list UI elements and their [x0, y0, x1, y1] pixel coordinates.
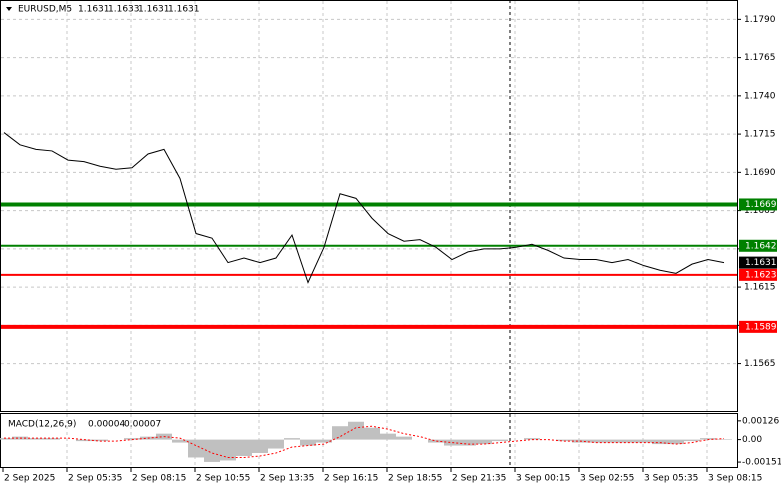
macd-bar: [620, 439, 636, 443]
y-tick-label: 1.1690: [744, 168, 776, 178]
macd-bar: [348, 421, 364, 440]
macd-bar: [236, 439, 252, 456]
macd-bar: [252, 439, 268, 454]
macd-bar: [492, 439, 508, 442]
macd-bar: [444, 439, 460, 446]
level-tag: [739, 198, 777, 211]
x-tick-label: 2 Sep 2025: [4, 474, 55, 484]
macd-bar: [28, 438, 44, 440]
macd-bar: [0, 438, 12, 440]
y-tick-label: 1.1765: [744, 53, 776, 63]
y-tick-label: 1.1715: [744, 130, 776, 140]
macd-bar: [284, 438, 300, 440]
level-tag: [739, 268, 777, 281]
y-tick-label: 1.1740: [744, 91, 776, 101]
y-tick-label: 0.00126: [742, 416, 779, 426]
macd-bar: [380, 433, 396, 440]
x-tick-label: 2 Sep 21:35: [452, 474, 506, 484]
macd-bar: [124, 438, 140, 440]
x-tick-label: 3 Sep 05:35: [644, 474, 698, 484]
macd-bar: [316, 439, 332, 443]
ohlc-value: 1.1631: [138, 5, 170, 15]
macd-bar: [588, 439, 604, 443]
macd-bar: [668, 439, 684, 445]
y-tick-label: 1.1615: [744, 283, 776, 293]
macd-bar: [460, 439, 476, 446]
macd-bar: [524, 438, 540, 440]
macd-value: 0.00007: [124, 420, 161, 430]
x-tick-label: 2 Sep 10:55: [196, 474, 250, 484]
macd-bar: [684, 439, 700, 442]
symbol: EURUSD,M5: [18, 5, 72, 15]
macd-bar: [716, 439, 732, 440]
macd-bar: [172, 439, 188, 443]
price-tag: [739, 256, 777, 269]
y-tick-label: 1.1790: [744, 15, 776, 25]
ohlc-value: 1.1631: [78, 5, 110, 15]
ohlc-value: 1.1631: [168, 5, 200, 15]
x-tick-label: 3 Sep 02:55: [580, 474, 634, 484]
macd-bar: [700, 438, 716, 440]
macd-bar: [556, 439, 572, 442]
y-tick-label: 0.00: [742, 435, 762, 445]
macd-bar: [220, 439, 236, 461]
macd-bar: [92, 439, 108, 442]
price-label: 1.1631: [745, 258, 777, 268]
macd-bar: [428, 439, 444, 443]
macd-value: 0.00004: [88, 420, 125, 430]
level-tag: [739, 320, 777, 333]
level-tag: [739, 239, 777, 252]
macd-bar: [76, 439, 92, 442]
macd-bar: [364, 427, 380, 440]
level-label: 1.1623: [745, 270, 777, 280]
x-tick-label: 3 Sep 08:15: [708, 474, 762, 484]
level-label: 1.1589: [745, 322, 777, 332]
y-tick-label: 1.1665: [744, 206, 776, 216]
x-tick-label: 3 Sep 00:15: [516, 474, 570, 484]
macd-bar: [396, 436, 412, 440]
macd-bar: [476, 439, 492, 445]
macd-bar: [204, 439, 220, 462]
macd-signal: [4, 425, 725, 458]
x-tick-label: 2 Sep 08:15: [132, 474, 186, 484]
macd-bar: [44, 438, 60, 440]
macd-bar: [300, 439, 316, 446]
x-tick-label: 2 Sep 05:35: [68, 474, 122, 484]
macd-bar: [604, 439, 620, 443]
macd-title: MACD(12,26,9): [8, 420, 76, 430]
x-tick-label: 2 Sep 13:35: [260, 474, 314, 484]
price-line: [3, 132, 725, 284]
macd-bar: [636, 439, 652, 443]
y-tick-label: 1.1565: [744, 359, 776, 369]
macd-bar: [268, 439, 284, 449]
level-label: 1.1669: [745, 200, 777, 210]
macd-bar: [332, 426, 348, 440]
y-tick-label: -0.00151: [742, 458, 781, 468]
menu-arrow: [6, 7, 12, 11]
macd-bar: [652, 439, 668, 445]
x-tick-label: 2 Sep 16:15: [324, 474, 378, 484]
x-tick-label: 2 Sep 18:55: [388, 474, 442, 484]
ohlc-value: 1.1633: [108, 5, 140, 15]
level-label: 1.1642: [745, 241, 777, 251]
